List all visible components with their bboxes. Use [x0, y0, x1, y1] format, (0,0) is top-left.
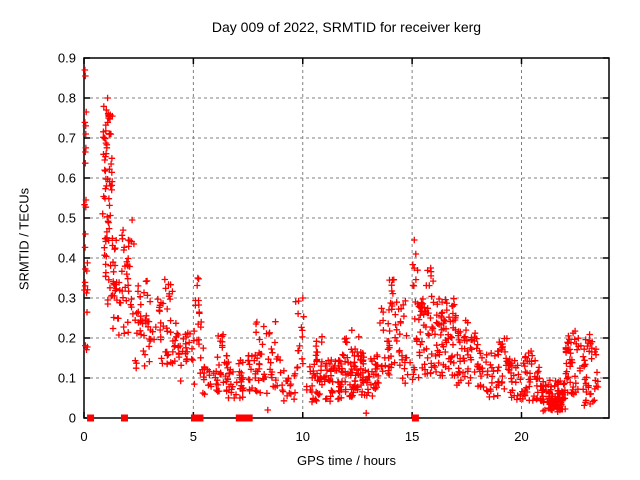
svg-text:5: 5: [190, 429, 197, 444]
svg-text:0: 0: [80, 429, 87, 444]
chart-title: Day 009 of 2022, SRMTID for receiver ker…: [211, 19, 482, 35]
svg-text:0.1: 0.1: [58, 371, 76, 386]
svg-text:0.8: 0.8: [58, 91, 76, 106]
svg-text:20: 20: [514, 429, 528, 444]
svg-text:15: 15: [405, 429, 419, 444]
svg-text:10: 10: [296, 429, 310, 444]
scatter-points: [81, 66, 602, 417]
svg-text:0.9: 0.9: [58, 51, 76, 66]
svg-text:0.2: 0.2: [58, 331, 76, 346]
plot-border: [83, 57, 610, 419]
svg-text:0: 0: [69, 411, 76, 426]
axis-ticks: [83, 57, 609, 419]
axis-event-markers: [87, 414, 419, 422]
svg-text:0.4: 0.4: [58, 251, 76, 266]
svg-text:0.6: 0.6: [58, 171, 76, 186]
axis-tick-labels: 0 0.1 0.2 0.3 0.4 0.5 0.6 0.7 0.8 0.9 0 5 10 15 20: [58, 51, 529, 445]
svg-text:0.5: 0.5: [58, 211, 76, 226]
x-axis-label: GPS time / hours: [297, 453, 396, 468]
svg-text:0.7: 0.7: [58, 131, 76, 146]
svg-text:0.3: 0.3: [58, 291, 76, 306]
